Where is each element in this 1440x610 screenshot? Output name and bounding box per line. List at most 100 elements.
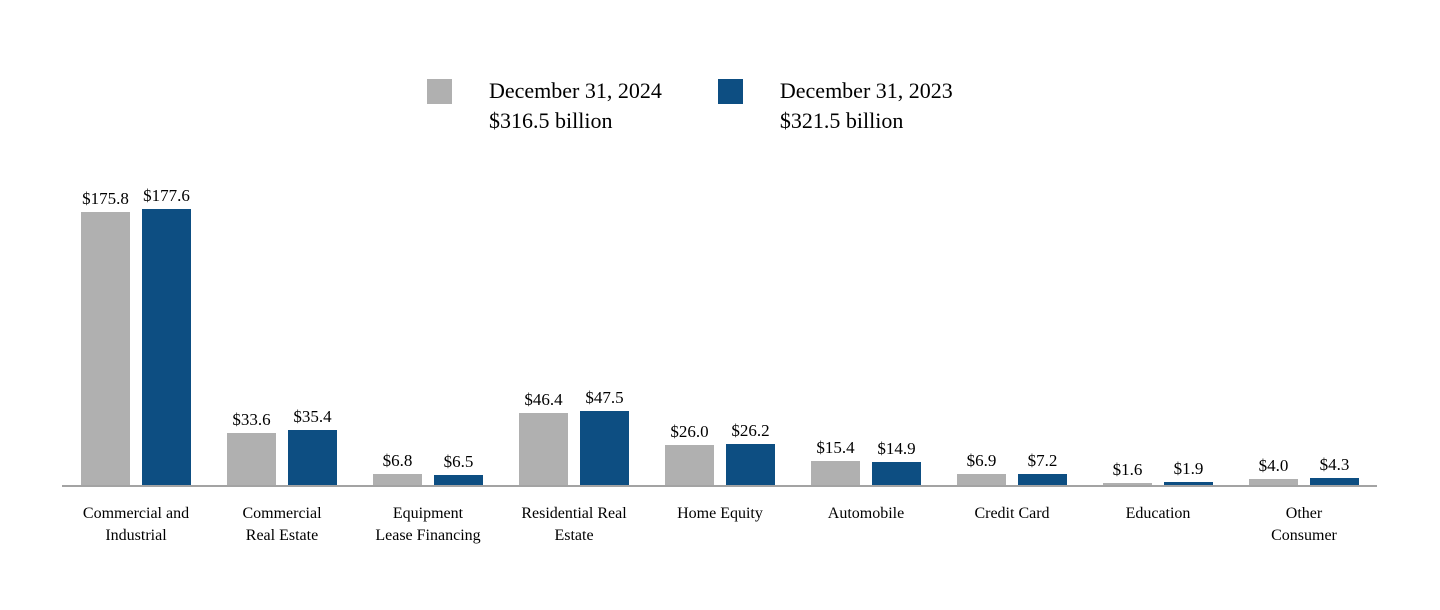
legend-series-total: $316.5 billion <box>489 108 613 133</box>
category-label: Credit Card <box>939 503 1085 547</box>
bar-2024 <box>1103 483 1152 485</box>
bar-value-label: $14.9 <box>877 439 916 458</box>
bar-group: $26.0 $26.2 <box>647 205 793 485</box>
bar-value-label: $6.5 <box>443 452 474 471</box>
bar-wrap-2023: $35.4 <box>288 406 337 485</box>
bar-value-label: $46.4 <box>524 390 563 409</box>
bar-wrap-2024: $175.8 <box>81 188 130 485</box>
bar-value-label: $6.8 <box>382 451 413 470</box>
bar-value-label: $33.6 <box>232 410 271 429</box>
bar-value-label: $1.6 <box>1112 460 1143 479</box>
legend-series-name: December 31, 2023 <box>779 78 953 103</box>
bar-wrap-2023: $6.5 <box>434 451 483 485</box>
bar-2023 <box>1310 478 1359 485</box>
bar-wrap-2024: $1.6 <box>1103 459 1152 485</box>
category-label: Automobile <box>793 503 939 547</box>
bar-2024 <box>373 474 422 485</box>
category-label-line: Commercial and <box>82 505 190 522</box>
bar-group: $175.8 $177.6 <box>63 186 209 485</box>
category-label-line: Credit Card <box>974 505 1050 522</box>
bar-wrap-2023: $26.2 <box>726 420 775 485</box>
bar-group: $46.4 $47.5 <box>501 205 647 485</box>
bar-2024 <box>811 461 860 485</box>
category-label-line: Real Estate <box>245 527 319 544</box>
legend-item-2023: December 31, 2023 $321.5 billion <box>717 76 953 136</box>
bar-value-label: $4.0 <box>1258 456 1289 475</box>
bar-wrap-2024: $4.0 <box>1249 455 1298 485</box>
plot-area: $175.8 $177.6 $33.6 $35.4 $6.8 $6.5 $46.4 $47.5… <box>63 186 1377 485</box>
x-axis-line <box>62 485 1377 487</box>
bar-group: $33.6 $35.4 <box>209 205 355 485</box>
category-label-line: Automobile <box>827 505 905 522</box>
category-label: Commercial and Industrial <box>63 503 209 547</box>
bar-value-label: $4.3 <box>1319 455 1350 474</box>
category-label-line: Industrial <box>105 527 167 544</box>
bar-2023 <box>1018 474 1067 485</box>
category-label-line: Other <box>1285 505 1323 522</box>
bar-2023 <box>1164 482 1213 485</box>
blue-legend-swatch-icon <box>717 79 743 104</box>
bar-group: $6.9 $7.2 <box>939 205 1085 485</box>
bar-wrap-2024: $6.8 <box>373 450 422 485</box>
bar-value-label: $7.2 <box>1027 451 1058 470</box>
bar-2024 <box>227 433 276 485</box>
category-label: Education <box>1085 503 1231 547</box>
category-label: Equipment Lease Financing <box>355 503 501 547</box>
bar-2023 <box>434 475 483 485</box>
category-label: Commercial Real Estate <box>209 503 355 547</box>
bar-2024 <box>665 445 714 485</box>
bar-value-label: $6.9 <box>966 451 997 470</box>
bar-2023 <box>142 209 191 485</box>
bar-value-label: $26.0 <box>670 422 709 441</box>
category-label: Other Consumer <box>1231 503 1377 547</box>
bar-2024 <box>957 474 1006 485</box>
bar-wrap-2024: $33.6 <box>227 409 276 485</box>
bar-wrap-2024: $46.4 <box>519 389 568 485</box>
chart-legend: December 31, 2024 $316.5 billion December … <box>427 76 953 136</box>
x-axis-labels: Commercial and Industrial Commercial Real E… <box>63 503 1377 547</box>
bar-group: $6.8 $6.5 <box>355 205 501 485</box>
legend-series-total: $321.5 billion <box>779 108 904 133</box>
bar-group: $1.6 $1.9 <box>1085 205 1231 485</box>
bar-value-label: $47.5 <box>585 388 624 407</box>
category-label-line: Consumer <box>1271 527 1337 544</box>
category-label-line: Lease Financing <box>375 527 481 544</box>
bar-value-label: $175.8 <box>82 189 129 208</box>
bar-wrap-2023: $14.9 <box>872 438 921 485</box>
bar-wrap-2023: $47.5 <box>580 387 629 485</box>
bar-wrap-2024: $15.4 <box>811 437 860 485</box>
legend-series-name: December 31, 2024 <box>489 78 662 103</box>
bar-wrap-2023: $4.3 <box>1310 454 1359 485</box>
bar-2023 <box>872 462 921 485</box>
bar-wrap-2023: $7.2 <box>1018 450 1067 485</box>
bar-value-label: $26.2 <box>731 421 770 440</box>
gray-legend-swatch-icon <box>427 79 452 104</box>
category-label: Home Equity <box>647 503 793 547</box>
bar-2024 <box>1249 479 1298 485</box>
category-label-line: Estate <box>554 527 594 544</box>
category-label-line: Residential Real <box>521 505 627 522</box>
category-label-line: Commercial <box>242 505 322 522</box>
category-label: Residential Real Estate <box>501 503 647 547</box>
category-label-line: Equipment <box>392 505 464 522</box>
bar-value-label: $1.9 <box>1173 459 1204 478</box>
bar-group: $4.0 $4.3 <box>1231 205 1377 485</box>
bar-2023 <box>726 444 775 485</box>
legend-item-2024: December 31, 2024 $316.5 billion <box>427 76 662 136</box>
bar-wrap-2024: $26.0 <box>665 421 714 485</box>
bar-group: $15.4 $14.9 <box>793 205 939 485</box>
bar-value-label: $177.6 <box>143 186 190 205</box>
bar-value-label: $35.4 <box>293 407 332 426</box>
bar-2024 <box>81 212 130 485</box>
bar-2023 <box>288 430 337 485</box>
bar-wrap-2024: $6.9 <box>957 450 1006 485</box>
legend-label: December 31, 2024 $316.5 billion <box>489 76 662 136</box>
category-label-line: Education <box>1125 505 1191 522</box>
bar-wrap-2023: $177.6 <box>142 185 191 485</box>
legend-label: December 31, 2023 $321.5 billion <box>780 76 953 136</box>
bar-2023 <box>580 411 629 485</box>
category-label-line: Home Equity <box>677 505 763 522</box>
bar-value-label: $15.4 <box>816 438 855 457</box>
bar-2024 <box>519 413 568 485</box>
